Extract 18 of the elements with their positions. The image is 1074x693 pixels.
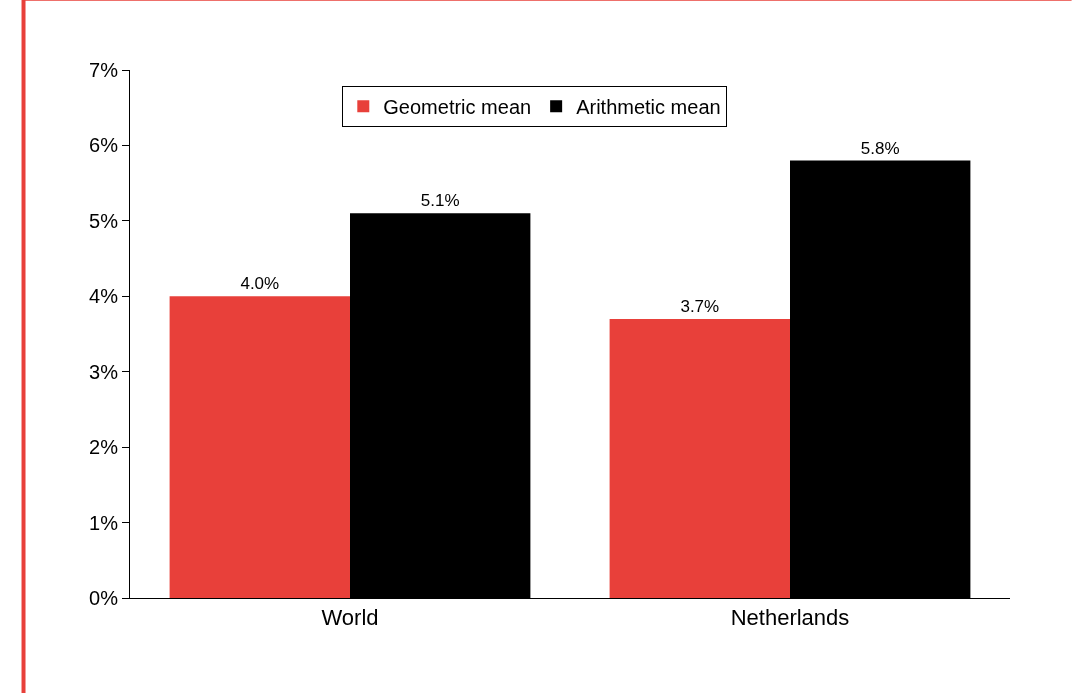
data-label: 5.8% (860, 138, 900, 158)
y-tick-label: 4% (89, 285, 119, 308)
y-tick-label: 1% (89, 511, 119, 534)
legend-label: Geometric mean (383, 96, 532, 119)
data-label: 5.1% (420, 191, 460, 211)
x-tick-label: Netherlands (730, 605, 850, 631)
y-tick-label: 2% (89, 436, 119, 459)
x-tick-label: World (321, 605, 379, 631)
legend-label: Arithmetic mean (576, 96, 721, 119)
y-tick-label: 5% (89, 209, 119, 232)
y-tick-label: 0% (89, 587, 119, 609)
y-tick-label: 7% (89, 59, 119, 81)
bar (169, 296, 350, 598)
y-tick-label: 3% (89, 360, 119, 383)
data-label: 3.7% (680, 296, 720, 316)
bar (609, 318, 790, 598)
y-tick-label: 6% (89, 134, 119, 157)
data-label: 4.0% (240, 274, 280, 294)
